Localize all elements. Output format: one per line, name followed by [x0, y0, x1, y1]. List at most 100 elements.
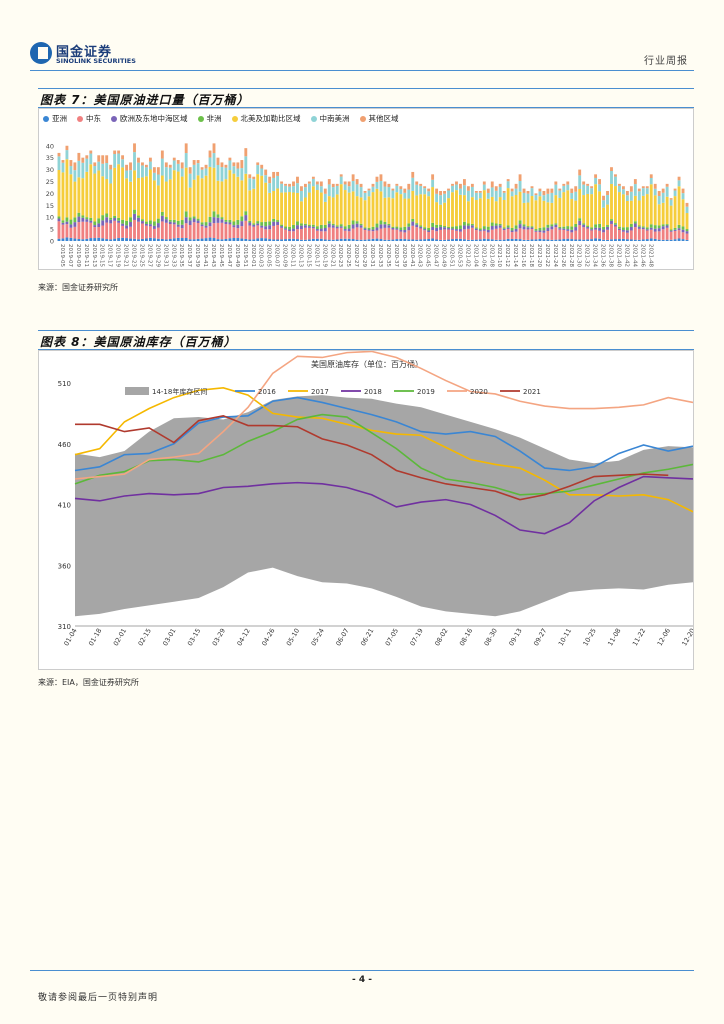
- bar-segment: [331, 225, 335, 228]
- bar-segment: [347, 192, 351, 225]
- bar-segment: [117, 222, 121, 239]
- bar-segment: [459, 231, 462, 239]
- bar-segment: [566, 230, 570, 239]
- bar-segment: [200, 169, 204, 179]
- series-line: [75, 414, 669, 501]
- bar-segment: [367, 190, 371, 197]
- bar-segment: [156, 223, 160, 228]
- bar-segment: [216, 217, 220, 223]
- x-tick-label: 2021-44: [631, 244, 637, 267]
- bar-segment: [148, 220, 152, 225]
- bar-segment: [633, 179, 637, 185]
- bar-segment: [256, 162, 260, 166]
- bar-segment: [637, 239, 641, 241]
- bar-segment: [482, 238, 486, 241]
- bar-segment: [264, 182, 268, 222]
- bar-segment: [546, 188, 550, 194]
- bar-segment: [598, 179, 601, 185]
- bar-segment: [594, 177, 598, 185]
- bar-segment: [311, 178, 315, 187]
- bar-segment: [315, 181, 319, 185]
- bar-segment: [335, 239, 339, 241]
- bar-segment: [661, 188, 665, 193]
- bar-segment: [65, 221, 69, 225]
- bar-segment: [514, 238, 518, 241]
- bar-segment: [256, 165, 260, 175]
- bar-segment: [125, 225, 128, 229]
- bar-segment: [335, 194, 339, 226]
- x-tick-label: 2019-29: [154, 244, 160, 267]
- bar-segment: [160, 238, 164, 241]
- bar-segment: [518, 180, 522, 192]
- bar-segment: [351, 180, 355, 192]
- bar-segment: [407, 189, 411, 199]
- bar-segment: [391, 239, 395, 241]
- bar-segment: [272, 218, 276, 222]
- bar-segment: [319, 231, 323, 239]
- bar-segment: [220, 167, 224, 182]
- bar-segment: [470, 183, 474, 187]
- bar-segment: [455, 184, 458, 191]
- y-tick-label: 0: [50, 238, 54, 246]
- bar-segment: [105, 155, 109, 163]
- bar-segment: [379, 180, 383, 192]
- bar-segment: [73, 162, 77, 171]
- bar-segment: [355, 239, 359, 241]
- bar-segment: [685, 213, 689, 230]
- bar-segment: [272, 239, 276, 241]
- bar-segment: [427, 188, 431, 192]
- bar-segment: [113, 154, 117, 168]
- bar-segment: [562, 226, 566, 229]
- legend-label: 北美及加勒比区域: [240, 114, 301, 123]
- bar-segment: [292, 228, 295, 232]
- bar-segment: [490, 196, 494, 223]
- series-line: [74, 396, 693, 472]
- x-tick-label: 2021-06: [480, 244, 486, 267]
- bar-segment: [546, 239, 550, 241]
- bar-segment: [319, 228, 323, 232]
- bar-segment: [133, 152, 136, 171]
- bar-segment: [641, 229, 645, 240]
- bar-segment: [264, 226, 268, 230]
- bar-segment: [156, 227, 160, 239]
- bar-segment: [534, 231, 538, 240]
- bar-segment: [427, 238, 431, 241]
- bar-segment: [367, 196, 371, 228]
- bar-segment: [196, 160, 200, 164]
- bar-segment: [260, 225, 264, 228]
- bar-segment: [407, 183, 411, 190]
- bar-segment: [470, 197, 474, 224]
- bar-segment: [224, 221, 228, 225]
- bar-segment: [244, 211, 248, 216]
- bar-segment: [248, 239, 252, 241]
- bar-segment: [188, 220, 192, 225]
- bar-segment: [415, 181, 419, 185]
- bar-segment: [61, 222, 65, 225]
- bar-segment: [375, 227, 379, 231]
- bar-segment: [681, 229, 685, 233]
- x-tick-label: 2021-36: [600, 244, 606, 267]
- bar-segment: [303, 223, 307, 226]
- figure7-title-bar: 图表 7：美国原油进口量（百万桶）: [38, 88, 694, 108]
- bar-segment: [498, 225, 502, 228]
- legend-label: 2021: [523, 388, 541, 396]
- bar-segment: [105, 162, 109, 180]
- bar-segment: [649, 224, 653, 228]
- x-tick-label: 09-13: [507, 627, 523, 647]
- bar-segment: [208, 216, 212, 223]
- bar-segment: [538, 230, 542, 233]
- bar-segment: [423, 188, 427, 195]
- y-tick-label: 360: [58, 562, 71, 570]
- bar-segment: [419, 183, 423, 186]
- bar-segment: [526, 226, 530, 228]
- bar-segment: [431, 222, 435, 227]
- x-tick-label: 2021-18: [528, 244, 534, 267]
- bar-segment: [276, 188, 280, 221]
- bar-segment: [399, 238, 403, 241]
- bar-segment: [538, 238, 542, 241]
- legend-dot-icon: [310, 115, 317, 122]
- bar-segment: [478, 239, 482, 241]
- bar-segment: [657, 231, 661, 240]
- bar-segment: [570, 232, 574, 240]
